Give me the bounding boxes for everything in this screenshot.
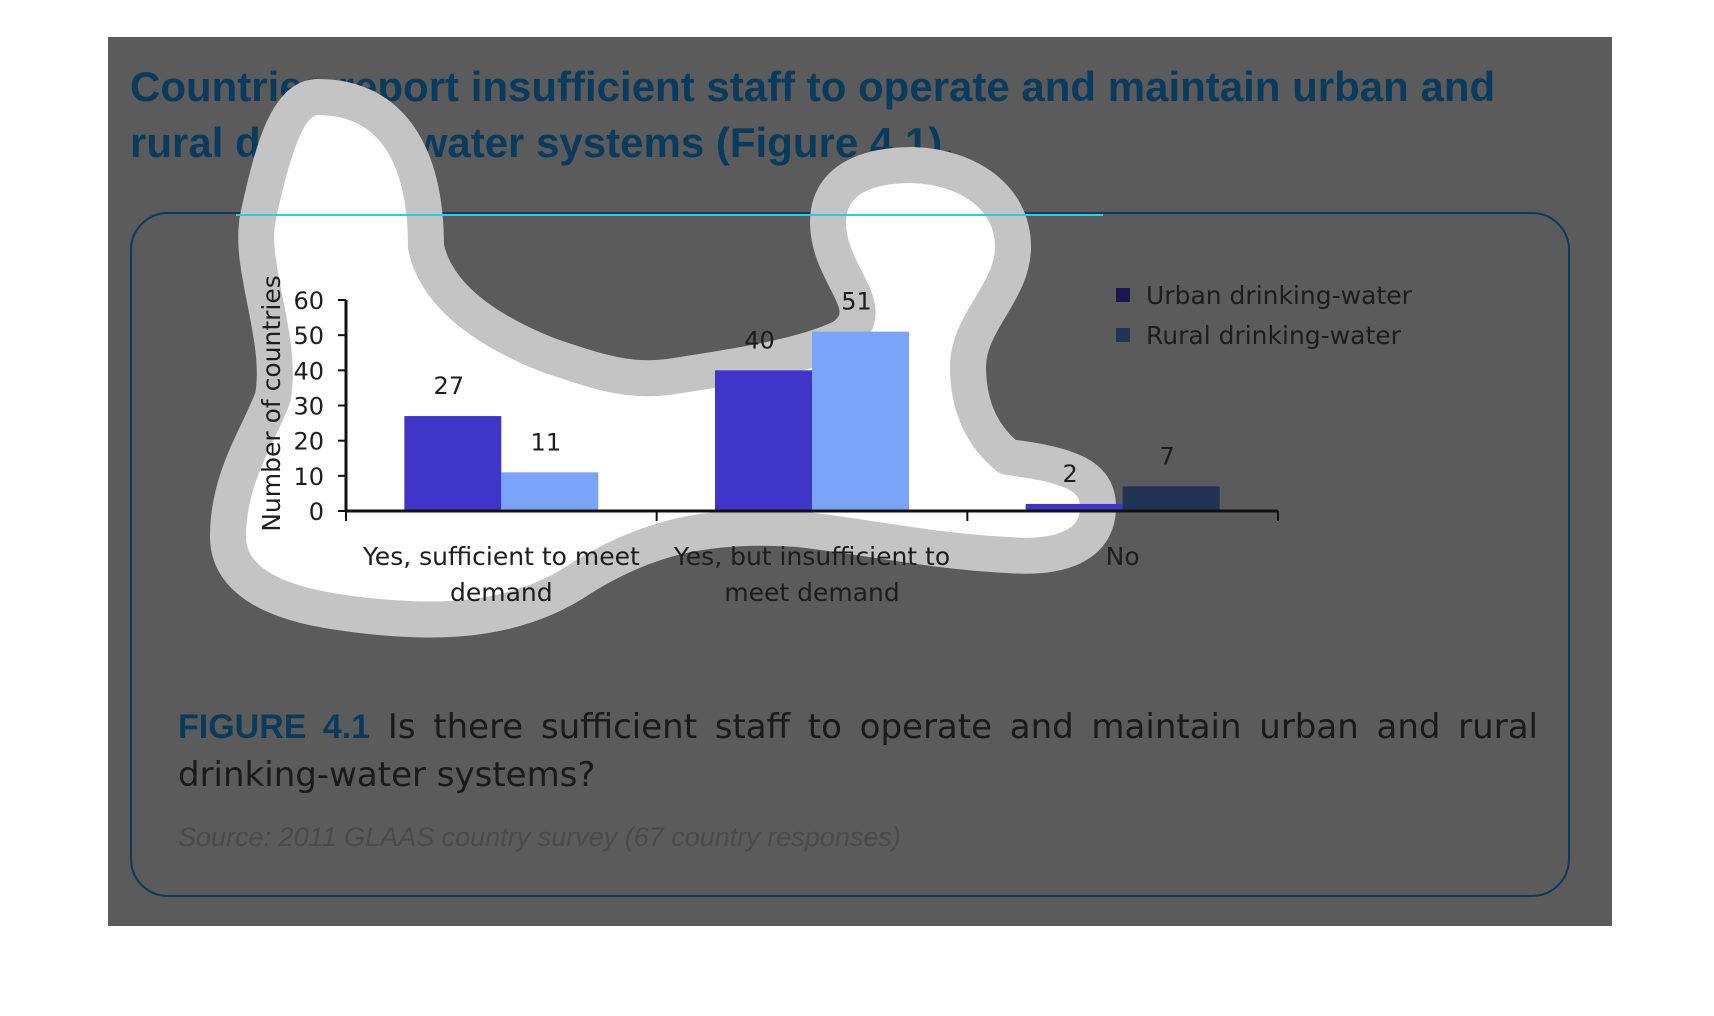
slide: Countries report insufficient staff to o… bbox=[108, 37, 1612, 926]
y-axis-title: Number of countries bbox=[257, 275, 286, 532]
category-label: Yes, but insufficient to meet demand bbox=[673, 542, 950, 607]
axes-group bbox=[338, 299, 1279, 521]
figure-caption: FIGURE 4.1 Is there sufficient staff to … bbox=[178, 703, 1538, 799]
category-label: No bbox=[1106, 542, 1140, 571]
bar-urban-0 bbox=[404, 416, 502, 511]
y-tick-label: 20 bbox=[293, 428, 324, 456]
data-label: 27 bbox=[434, 372, 465, 400]
y-tick-label: 30 bbox=[293, 393, 324, 421]
data-label: 2 bbox=[1063, 460, 1078, 488]
data-label: 51 bbox=[841, 288, 872, 316]
bar-rural-1 bbox=[812, 331, 909, 511]
figure-number: FIGURE 4.1 bbox=[178, 708, 371, 746]
y-tick-label: 60 bbox=[293, 287, 324, 315]
legend-swatch-rural bbox=[1116, 328, 1130, 342]
legend-label-rural: Rural drinking-water bbox=[1146, 321, 1402, 350]
category-label: Yes, sufficient to meet demand bbox=[362, 542, 640, 607]
data-label: 40 bbox=[744, 326, 775, 354]
y-tick-label: 50 bbox=[293, 322, 324, 350]
bar-chart: 27 40 2 11 51 7 0 10 20 30 40 50 60 Yes, sufficient t… bbox=[257, 275, 1413, 607]
caption-text: Is there sufficient staff to operate and… bbox=[178, 707, 1538, 795]
y-tick-label: 0 bbox=[309, 498, 324, 526]
labels-group: 27 40 2 11 51 7 0 10 20 30 40 50 60 Yes, sufficient t… bbox=[257, 275, 1175, 607]
y-tick-label: 40 bbox=[293, 357, 324, 385]
data-label: 7 bbox=[1160, 442, 1175, 470]
legend-label-urban: Urban drinking-water bbox=[1146, 281, 1413, 310]
data-label: 11 bbox=[531, 428, 562, 456]
bar-rural-0 bbox=[501, 472, 599, 511]
bar-rural-2 bbox=[1122, 486, 1220, 511]
bar-urban-2 bbox=[1025, 503, 1123, 511]
legend-swatch-urban bbox=[1116, 288, 1130, 302]
source-note: Source: 2011 GLAAS country survey (67 co… bbox=[178, 822, 901, 852]
y-tick-label: 10 bbox=[293, 463, 324, 491]
bar-urban-1 bbox=[715, 370, 812, 511]
bars-group bbox=[404, 331, 1220, 511]
legend: Urban drinking-water Rural drinking-water bbox=[1116, 281, 1413, 350]
